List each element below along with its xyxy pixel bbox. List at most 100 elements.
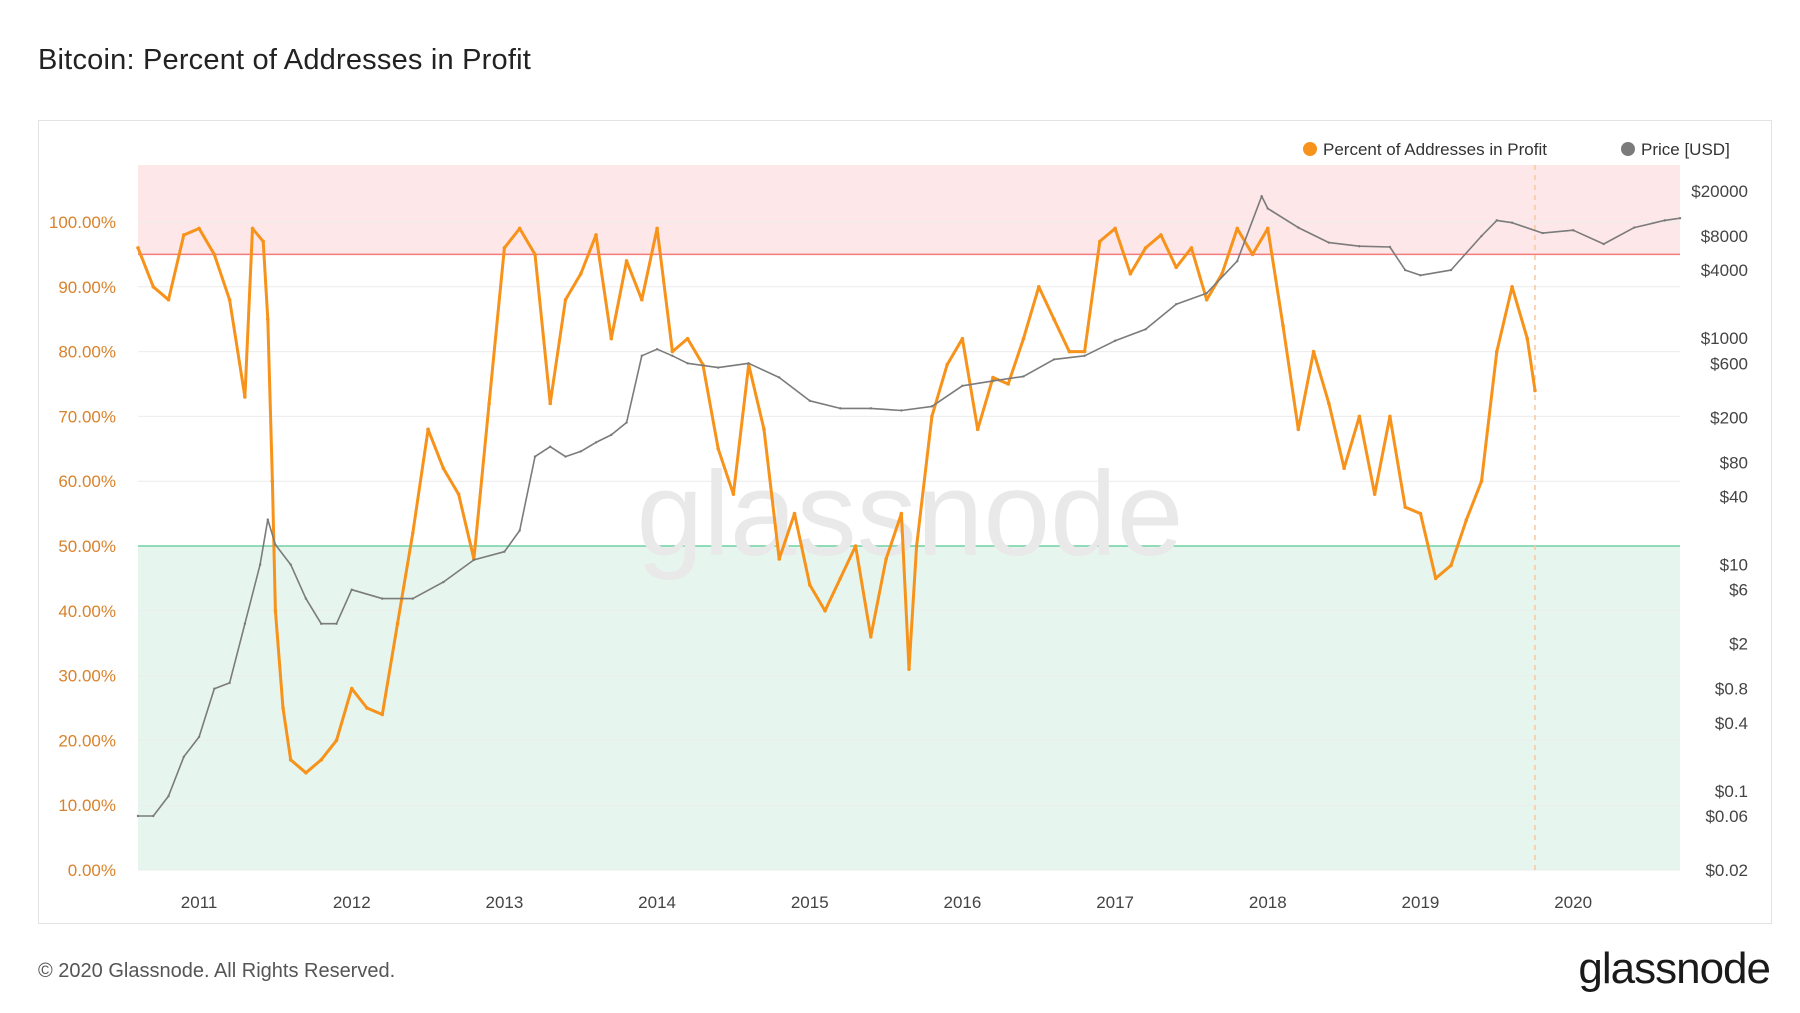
profit-data-point [270, 479, 275, 484]
profit-data-point [762, 427, 766, 432]
profit-data-point [487, 401, 491, 406]
profit-data-point [1098, 239, 1102, 244]
profit-data-point [250, 226, 255, 231]
glassnode-logo[interactable]: glassnode [1578, 944, 1771, 993]
x-tick-label: 2011 [181, 893, 218, 912]
price-data-point [289, 563, 292, 566]
price-data-point [716, 366, 720, 369]
x-tick-label: 2019 [1402, 893, 1440, 912]
profit-data-point [1281, 323, 1285, 328]
price-data-point [579, 450, 582, 453]
y-right-tick-label: $8000 [1701, 227, 1748, 246]
price-data-point [1236, 259, 1239, 263]
y-right-tick-label: $0.8 [1715, 680, 1748, 699]
legend-label-price: Price [USD] [1641, 140, 1730, 159]
price-data-point [228, 681, 231, 685]
profit-data-point [243, 395, 247, 399]
profit-data-point [930, 414, 934, 419]
profit-data-point [1067, 349, 1072, 354]
profit-data-point [334, 738, 339, 743]
y-right-tick-label: $80 [1720, 453, 1748, 472]
price-data-point [1022, 375, 1025, 378]
profit-data-point [578, 272, 583, 276]
price-data-point [182, 755, 186, 759]
price-data-point [747, 362, 750, 365]
profit-data-point [1418, 511, 1423, 516]
y-right-tick-label: $600 [1710, 354, 1748, 373]
profit-data-point [349, 686, 354, 691]
price-data-point [900, 409, 903, 412]
price-data-point [518, 529, 521, 532]
y-left-tick-label: 60.00% [58, 472, 116, 491]
profit-data-point [502, 246, 507, 250]
chart-legend: Percent of Addresses in Profit Price [USD… [1303, 140, 1730, 159]
x-tick-label: 2016 [944, 893, 982, 912]
price-data-point [136, 814, 140, 818]
price-data-point [1174, 302, 1178, 306]
profit-data-point [273, 609, 278, 613]
price-data-point [503, 550, 506, 553]
chart-frame [38, 120, 1772, 924]
x-tick-label: 2013 [486, 893, 524, 912]
y-left-tick-label: 0.00% [68, 861, 116, 880]
price-data-point [350, 588, 353, 591]
profit-data-point [1143, 246, 1148, 250]
profit-data-point [1494, 349, 1499, 354]
y-right-tick-label: $1000 [1701, 329, 1748, 348]
profit-data-point [563, 297, 568, 302]
y-right-tick-label: $0.1 [1715, 782, 1748, 801]
profit-data-point [914, 544, 919, 548]
price-data-point [1260, 194, 1263, 198]
profit-data-point [1525, 336, 1530, 341]
price-data-point [274, 543, 277, 546]
copyright-text: © 2020 Glassnode. All Rights Reserved. [38, 960, 396, 982]
legend-marker-profit [1303, 142, 1317, 156]
y-right-tick-label: $0.02 [1705, 861, 1748, 880]
page-title: Bitcoin: Percent of Addresses in Profit [38, 44, 531, 76]
price-data-point [152, 814, 155, 818]
x-tick-label: 2014 [638, 893, 676, 912]
profit-data-point [1449, 563, 1453, 568]
price-data-point [1205, 291, 1208, 295]
price-data-point [411, 597, 415, 600]
profit-data-point [807, 583, 812, 587]
price-data-point [1571, 229, 1575, 232]
profit-data-point [1113, 226, 1117, 231]
price-data-point [1144, 328, 1147, 331]
y-right-tick-label: $10 [1720, 556, 1748, 575]
price-data-point [1602, 242, 1605, 246]
profit-data-point [624, 259, 629, 263]
profit-data-point [319, 758, 324, 762]
price-data-point [1266, 207, 1269, 210]
price-data-point [1113, 339, 1117, 342]
profit-data-point [548, 401, 553, 406]
price-data-point [1388, 245, 1392, 249]
price-data-point [335, 622, 338, 625]
profit-data-point [166, 297, 171, 302]
profit-data-point [1464, 518, 1469, 522]
profit-data-point [1204, 297, 1209, 302]
profit-data-point [1403, 505, 1407, 509]
y-left-tick-label: 20.00% [58, 731, 116, 750]
profit-data-point [1388, 414, 1392, 419]
profit-data-point [907, 667, 911, 671]
price-data-point [1510, 221, 1514, 224]
series-line-percent-in-profit [136, 227, 1537, 775]
y-left-tick-label: 40.00% [58, 602, 116, 621]
price-data-point [266, 518, 269, 521]
profit-data-point [594, 233, 598, 237]
profit-data-point [838, 576, 843, 581]
profit-data-point [1433, 576, 1438, 581]
profit-data-point [884, 557, 888, 561]
profit-data-point [716, 447, 720, 451]
profit-data-point [1006, 382, 1011, 386]
price-data-point [839, 407, 842, 410]
profit-data-point [151, 285, 156, 289]
price-data-point [1663, 219, 1666, 222]
price-data-point [243, 622, 247, 625]
x-tick-label: 2020 [1554, 893, 1592, 912]
x-tick-label: 2018 [1249, 893, 1287, 912]
profit-data-point [1174, 265, 1178, 270]
y-left-tick-label: 30.00% [58, 667, 116, 686]
profit-data-point [823, 609, 827, 613]
